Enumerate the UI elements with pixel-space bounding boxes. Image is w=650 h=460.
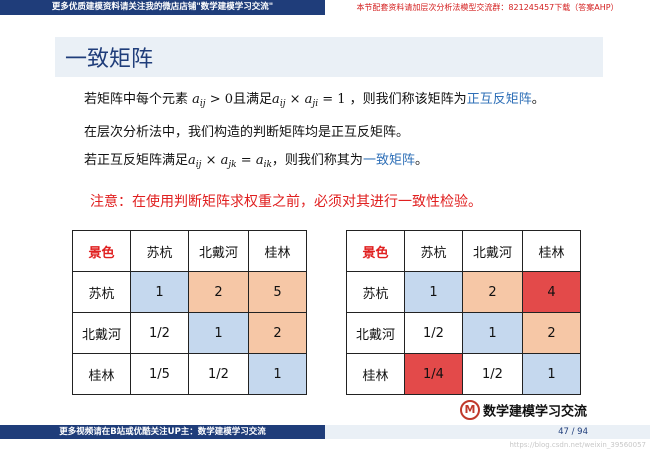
table-cell: 1	[522, 353, 581, 395]
table-cell: 1/4	[404, 353, 463, 395]
table-column-header: 北戴河	[188, 230, 249, 272]
top-banner: 更多优质建模资料请关注我的微店店铺"数学建模学习交流" 本节配套资料请加层次分析…	[0, 0, 650, 15]
slide-title: 一致矩阵	[65, 47, 154, 72]
table-cell: 4	[522, 271, 581, 313]
table-cell: 1/2	[404, 312, 463, 354]
line3-text-a: 若正互反矩阵满足	[84, 153, 189, 168]
table-cell: 1	[404, 271, 463, 313]
table-corner-label: 景色	[72, 230, 131, 272]
consistency-note: 注意：在使用判断矩阵求权重之前，必须对其进行一致性检验。	[90, 194, 482, 210]
table-row-header: 苏杭	[72, 271, 131, 313]
slide-title-bar: 一致矩阵	[55, 37, 603, 77]
table-cell: 5	[248, 271, 307, 313]
table-cell: 2	[522, 312, 581, 354]
definition-line-positive-reciprocal: 若矩阵中每个元素 aij > 0且满足aij × aji = 1 ，则我们称该矩…	[84, 88, 545, 109]
table-cell: 2	[462, 271, 523, 313]
term-consistent-matrix: 一致矩阵	[362, 153, 415, 168]
table-cell: 1/5	[130, 353, 189, 395]
brand-logo: M 数学建模学习交流	[460, 400, 587, 420]
page-number: 47 / 94	[558, 427, 588, 437]
table-cell: 2	[248, 312, 307, 354]
logo-m-icon: M	[460, 400, 480, 420]
table-row-header: 北戴河	[346, 312, 405, 354]
table-column-header: 苏杭	[130, 230, 189, 272]
definition-line-consistent: 若正互反矩阵满足aij × ajk = aik，则我们称其为一致矩阵。	[84, 149, 428, 170]
math-eq: =	[236, 153, 256, 168]
table-row: 北戴河 1/2 1 2	[346, 312, 581, 354]
table-cell: 1/2	[130, 312, 189, 354]
table-row: 桂林 1/5 1/2 1	[72, 353, 307, 395]
math-gt-zero: > 0	[209, 92, 234, 107]
watermark-url: https://blog.csdn.net/weixin_39560057	[509, 441, 646, 449]
table-cell: 1	[188, 312, 249, 354]
table-row: 北戴河 1/2 1 2	[72, 312, 307, 354]
table-cell: 1/2	[188, 353, 249, 395]
line1-text-b: 且满足	[233, 92, 273, 107]
table-cell: 1	[130, 271, 189, 313]
comparison-table-inconsistent: 景色 苏杭 北戴河 桂林 苏杭 1 2 4 北戴河 1/2 1 2 桂林 1/4…	[346, 230, 581, 395]
table-row-header: 桂林	[346, 353, 405, 395]
math-aik: aik	[255, 153, 272, 170]
math-aij-times-ajk: aij × ajk	[188, 153, 237, 170]
table-column-header: 北戴河	[462, 230, 523, 272]
bottom-banner: 更多视频请在B站或优酷关注UP主：数学建模学习交流 47 / 94	[0, 425, 650, 439]
top-banner-right-text: 本节配套资料请加层次分析法模型交流群：821245457下载（答案AHP）	[325, 0, 650, 15]
table-row: 桂林 1/4 1/2 1	[346, 353, 581, 395]
table-cell: 2	[188, 271, 249, 313]
table-column-header: 桂林	[522, 230, 581, 272]
math-aij-times-aji: aij × aji	[272, 92, 319, 109]
line1-end: 。	[531, 92, 545, 107]
table-cell: 1	[248, 353, 307, 395]
bottom-banner-left-text: 更多视频请在B站或优酷关注UP主：数学建模学习交流	[0, 425, 325, 439]
comparison-table-consistent: 景色 苏杭 北戴河 桂林 苏杭 1 2 5 北戴河 1/2 1 2 桂林 1/5…	[72, 230, 307, 395]
table-corner-label: 景色	[346, 230, 405, 272]
line1-text-a: 若矩阵中每个元素	[84, 92, 189, 107]
table-cell: 1	[462, 312, 523, 354]
statement-line-ahp: 在层次分析法中，我们构造的判断矩阵均是正互反矩阵。	[84, 125, 410, 140]
table-column-header: 苏杭	[404, 230, 463, 272]
top-banner-left-text: 更多优质建模资料请关注我的微店店铺"数学建模学习交流"	[0, 0, 325, 15]
math-eq-one: = 1	[318, 92, 346, 107]
line1-text-c: ，则我们称该矩阵为	[349, 92, 467, 107]
table-header-row: 景色 苏杭 北戴河 桂林	[72, 230, 307, 272]
line3-text-b: ，则我们称其为	[271, 153, 363, 168]
table-column-header: 桂林	[248, 230, 307, 272]
logo-name: 数学建模学习交流	[483, 404, 588, 420]
table-row-header: 桂林	[72, 353, 131, 395]
line3-end: 。	[414, 153, 428, 168]
term-positive-reciprocal: 正互反矩阵	[466, 92, 532, 107]
math-aij: aij	[192, 92, 206, 109]
table-cell: 1/2	[462, 353, 523, 395]
table-row-header: 北戴河	[72, 312, 131, 354]
table-row: 苏杭 1 2 4	[346, 271, 581, 313]
table-row: 苏杭 1 2 5	[72, 271, 307, 313]
table-row-header: 苏杭	[346, 271, 405, 313]
bottom-banner-right: 47 / 94	[325, 425, 650, 439]
table-header-row: 景色 苏杭 北戴河 桂林	[346, 230, 581, 272]
